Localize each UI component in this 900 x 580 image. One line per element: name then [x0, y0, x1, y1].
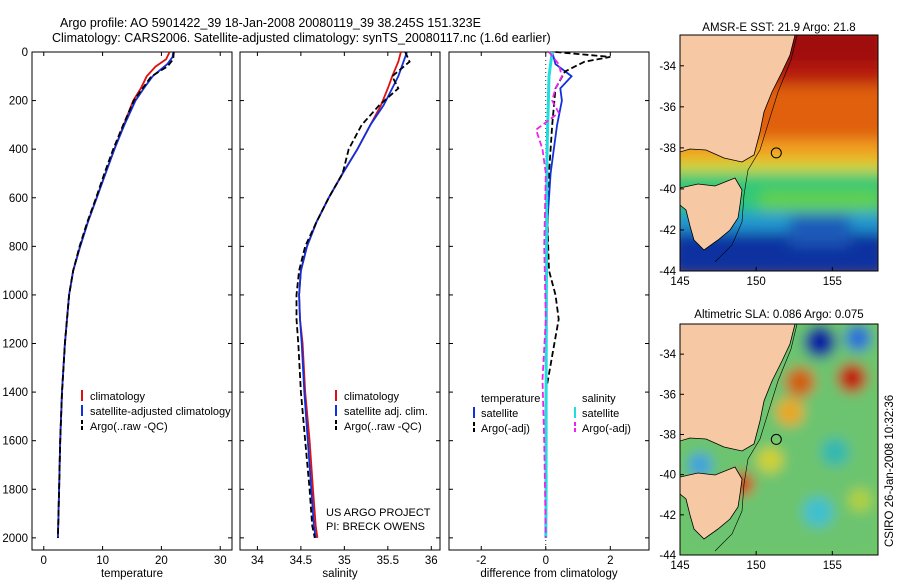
difference-series-temperature-argo-adj-	[544, 51, 611, 538]
difference-xlabel: difference from climatology	[480, 568, 617, 580]
project-note-line2: PI: BRECK OWENS	[326, 521, 425, 533]
sla-map-axes: 145 150 155 -34 -36 -38 -40 -42 -44	[659, 349, 842, 572]
sst_map-xtick-label: 145	[670, 276, 689, 288]
panel-temperature: 0 200 400 600 800 1000 1200 1400 1600 1800 2000 0 10…	[2, 47, 233, 580]
temperature-xtick-label: 30	[214, 555, 227, 567]
figure-title-line2: Climatology: CARS2006. Satellite-adjuste…	[52, 31, 551, 45]
difference-legend-label: satellite	[582, 408, 619, 420]
sst-map-frame	[679, 34, 879, 272]
temperature-ytick-label: 1600	[2, 436, 28, 448]
salinity-xtick-label: 35.5	[377, 555, 399, 567]
difference-legend-label: Argo(-adj)	[582, 423, 631, 435]
temperature-xtick-label: 0	[41, 555, 47, 567]
sst-map-land	[680, 35, 796, 163]
temperature-xtick-label: 20	[155, 555, 168, 567]
temperature-series-satellite-adjusted-climatology	[57, 51, 175, 538]
salinity-xtick-label: 36	[425, 555, 438, 567]
temperature-ytick-label: 200	[9, 96, 28, 108]
difference-xtick-label: 2	[607, 555, 613, 567]
sla_map-xtick-label: 150	[747, 560, 766, 572]
difference-legend-label: salinity	[582, 393, 616, 405]
temperature-ytick-label: 2000	[2, 533, 28, 545]
salinity-axes-frame	[239, 51, 441, 551]
temperature-legend-label: climatology	[90, 391, 146, 403]
temperature-legend-label: Argo(..raw -QC)	[90, 421, 168, 433]
sst-map: AMSR-E SST: 21.9 Argo: 21.8 145 150 155 -34…	[659, 22, 879, 288]
sla_map-ytick-label: -44	[659, 550, 676, 562]
difference-xtick-label: 0	[543, 555, 549, 567]
temperature-ytick-label: 400	[9, 144, 28, 156]
salinity-xtick-label: 34	[251, 555, 264, 567]
temperature-ytick-label: 1400	[2, 387, 28, 399]
project-note-line1: US ARGO PROJECT	[326, 507, 431, 519]
difference-xtick-label: -2	[476, 555, 486, 567]
sst_map-ytick-label: -38	[659, 143, 676, 155]
sst-map-land-south	[680, 177, 743, 251]
salinity-legend-label: Argo(..raw -QC)	[344, 421, 422, 433]
difference-axes-frame	[448, 51, 650, 551]
sla-map: Altimetric SLA: 0.086 Argo: 0.075	[659, 309, 879, 572]
salinity-xtick-label: 35	[338, 555, 351, 567]
salinity-xlabel: salinity	[322, 568, 357, 580]
sla-map-land	[680, 324, 796, 452]
sla-map-frame	[679, 323, 879, 556]
temperature-ytick-label: 0	[22, 47, 28, 59]
figure-title-line1: Argo profile: AO 5901422_39 18-Jan-2008 …	[60, 16, 481, 30]
sla_map-ytick-label: -40	[659, 470, 676, 482]
sla_map-xtick-label: 145	[670, 560, 689, 572]
sst_map-argo-marker	[770, 147, 782, 159]
side-label: CSIRO 26-Jan-2008 10:32:36	[884, 395, 896, 547]
sst_map-xtick-label: 155	[823, 276, 842, 288]
salinity-legend-label: climatology	[344, 391, 400, 403]
difference-legend-label: satellite	[481, 408, 518, 420]
sla_map-ytick-label: -38	[659, 429, 676, 441]
difference-legend-label: Argo(-adj)	[481, 423, 530, 435]
difference-legend-label: temperature	[481, 393, 540, 405]
salinity-legend-label: satellite adj. clim.	[344, 406, 428, 418]
sst_map-ytick-label: -40	[659, 184, 676, 196]
sst-map-axes: 145 150 155 -34 -36 -38 -40 -42 -44	[659, 61, 842, 288]
panel-salinity: 34 34.5 35 35.5 36 salinity climatology satelli…	[239, 51, 441, 580]
sst_map-ytick-label: -44	[659, 266, 676, 278]
sla_map-argo-marker	[770, 433, 782, 445]
salinity-series-argo-raw-qc-	[295, 51, 411, 539]
sst_map-ytick-label: -36	[659, 102, 676, 114]
sla_map-xtick-label: 155	[823, 560, 842, 572]
sla-map-land-south	[680, 466, 743, 540]
temperature-legend-label: satellite-adjusted climatology	[90, 406, 231, 418]
salinity-xtick-label: 34.5	[290, 555, 312, 567]
sst_map-xtick-label: 150	[747, 276, 766, 288]
sla_map-ytick-label: -36	[659, 389, 676, 401]
sla-map-title: Altimetric SLA: 0.086 Argo: 0.075	[694, 309, 863, 321]
temperature-ytick-label: 800	[9, 241, 28, 253]
temperature-ytick-label: 1800	[2, 484, 28, 496]
sst_map-ytick-label: -34	[659, 61, 676, 73]
temperature-axes-frame	[31, 51, 233, 551]
sla-map-isobath	[714, 324, 798, 552]
temperature-ytick-label: 1000	[2, 290, 28, 302]
temperature-xlabel: temperature	[101, 568, 163, 580]
difference-series-salinity-satellite	[544, 51, 554, 538]
temperature-xtick-label: 10	[96, 555, 109, 567]
sst-map-title: AMSR-E SST: 21.9 Argo: 21.8	[702, 22, 855, 34]
temperature-ytick-label: 1200	[2, 339, 28, 351]
sla_map-ytick-label: -42	[659, 510, 676, 522]
temperature-ytick-label: 600	[9, 193, 28, 205]
sla_map-ytick-label: -34	[659, 349, 676, 361]
sst_map-ytick-label: -42	[659, 225, 676, 237]
difference-series-salinity-argo-adj-	[535, 51, 563, 538]
sst-map-isobath	[714, 35, 798, 263]
